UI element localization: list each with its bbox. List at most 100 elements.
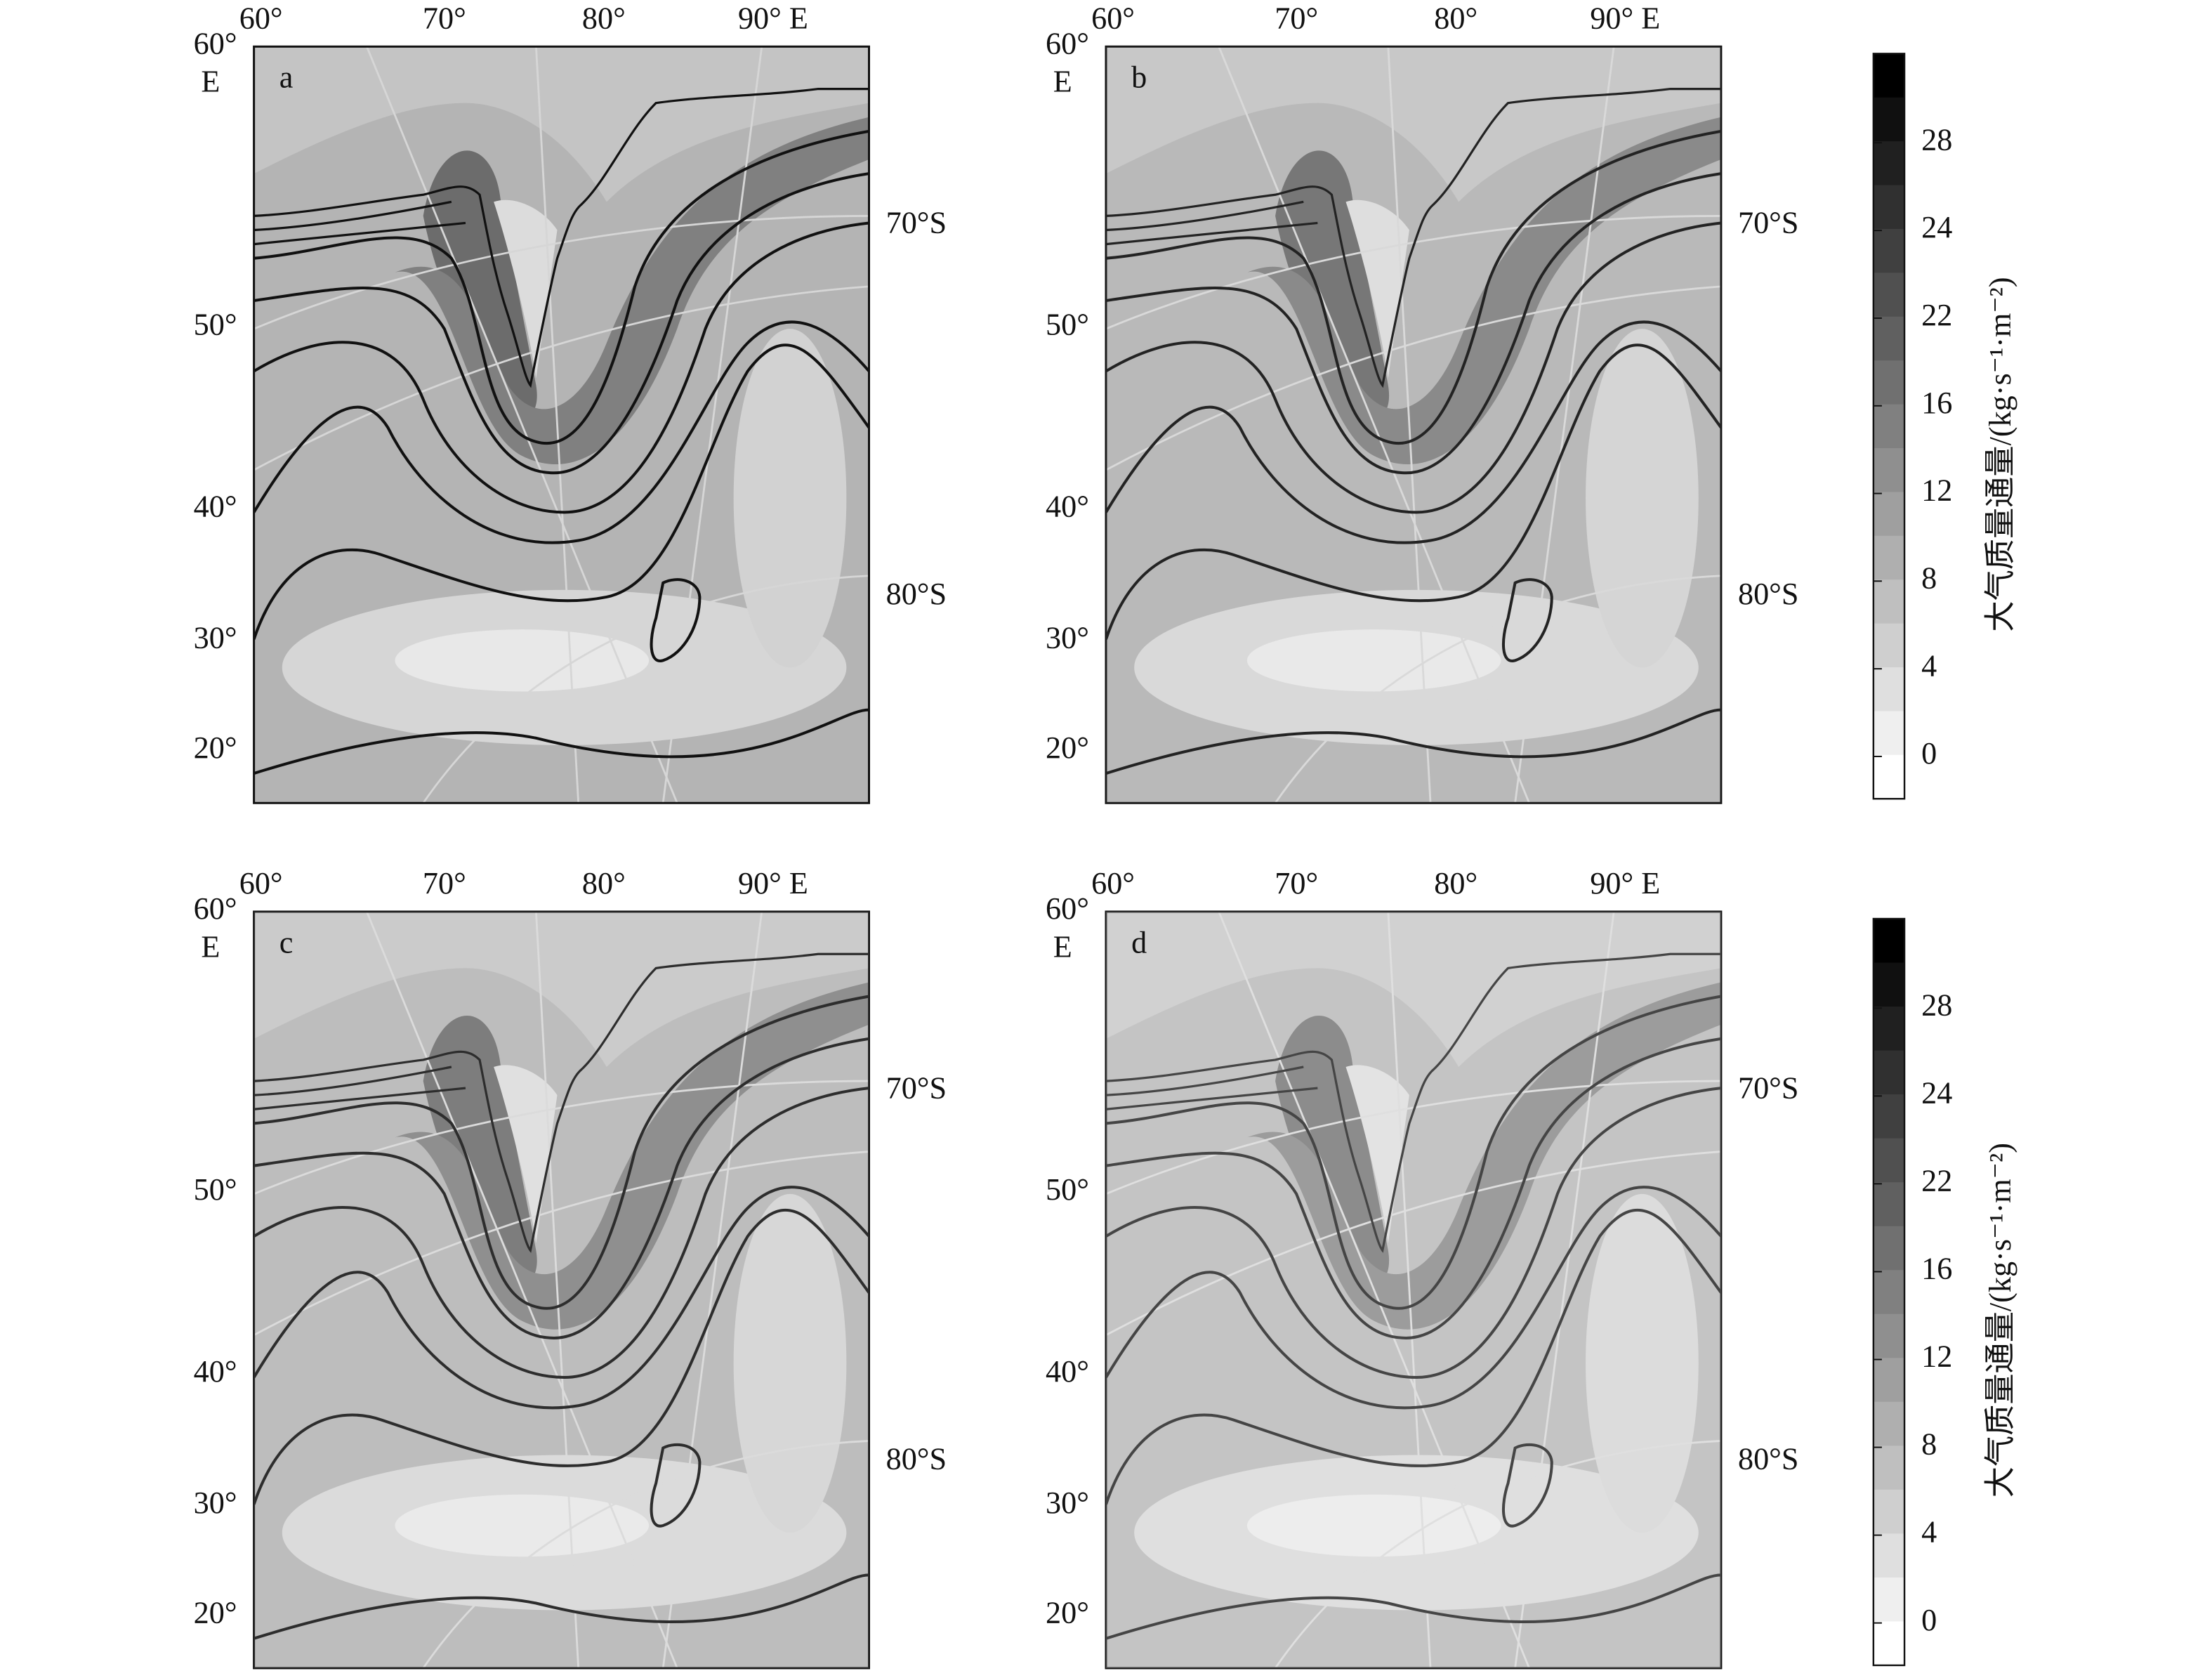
colorbar-tick-label: 22 [1921,298,1952,332]
lon-label: 80° [582,1,626,35]
lat-label: 30° [194,620,237,655]
panel-label: d [1131,925,1147,959]
lon-label: 60° [239,1,283,35]
colorbar-tick-label: 8 [1921,1427,1937,1462]
colorbar-tick-label: 28 [1921,122,1952,157]
color-band [1873,711,1905,756]
lat-label: 70°S [1738,1070,1798,1105]
lat-label: 80°S [1738,1442,1798,1476]
color-band [1873,1533,1905,1578]
colorbar-tick-label: 24 [1921,1075,1952,1110]
color-band [1873,1313,1905,1359]
color-band [1873,492,1905,537]
colorbar-title: 大气质量通量/(kg·s⁻¹·m⁻²) [1983,1143,2017,1497]
lat-label: 40° [194,1354,237,1389]
lon-label: 60° [1091,866,1135,900]
lat-label: 30° [1046,620,1089,655]
colorbar-tick-label: 16 [1921,1252,1952,1286]
colorbar: 28 24 22 16 12 8 4 0 大气质量通量/(kg·s⁻¹·m⁻²) [1872,917,2017,1667]
lat-label: 70°S [886,1070,947,1105]
lat-label: E [201,65,220,99]
colorbar-tick-label: 0 [1921,1603,1937,1637]
color-band [1873,273,1905,317]
lon-label: 90° E [738,1,808,35]
lon-label: 80° [582,866,626,900]
color-band [1873,962,1905,1008]
panel-label: c [279,925,294,959]
lat-label: 30° [194,1486,237,1520]
color-band [1873,404,1905,450]
color-band [1873,1358,1905,1403]
lon-label: 60° [1091,1,1135,35]
color-band [1873,97,1905,143]
lat-label: 20° [1046,730,1089,765]
color-band [1873,1577,1905,1623]
lat-label: 20° [194,1596,237,1630]
color-band [1873,919,1905,964]
colorbar-tick-label: 16 [1921,386,1952,420]
lon-label: 90° E [738,866,808,900]
color-band [1873,141,1905,186]
lat-label: 30° [1046,1486,1089,1520]
colorbar-tick-label: 24 [1921,210,1952,244]
colorbar-frame [1872,917,1906,1667]
lon-label: 80° [1434,1,1477,35]
panel-tint [254,911,869,1668]
panel-label: b [1131,60,1147,95]
panels: a 60° 70° 80° 90° E 60° E 50° 40° 30° 20° 70°S 80°S b… [194,1,1798,1668]
lon-label: 90° E [1590,866,1660,900]
color-band [1873,447,1905,493]
color-band [1873,185,1905,230]
lon-label: 70° [1275,1,1318,35]
colorbar-tick-label: 8 [1921,561,1937,595]
lat-label: 80°S [1738,577,1798,611]
color-band [1873,316,1905,362]
colorbar-tick-label: 28 [1921,988,1952,1022]
lon-label: 70° [423,1,466,35]
lat-label: 50° [1046,307,1089,341]
lon-label: 90° E [1590,1,1660,35]
lat-label: 50° [194,307,237,341]
lat-label: 70°S [1738,206,1798,240]
colorbar: 28 24 22 16 12 8 4 0 大气质量通量/(kg·s⁻¹·m⁻²) [1872,53,2017,800]
map-panel: b 60° 70° 80° 90° E 60° E 50° 40° 30° 20° 70°S 80°S [1046,1,1798,803]
color-band [1873,1621,1905,1666]
colorbar-tick-label: 4 [1921,648,1937,683]
panel-label: a [279,60,294,95]
colorbar-title: 大气质量通量/(kg·s⁻¹·m⁻²) [1983,277,2017,631]
lat-label: 20° [194,730,237,765]
lon-label: 70° [423,866,466,900]
map-panel: c60° 70° 80° 90° E60°E50°40°30°20°70°S80°S [194,866,947,1668]
lat-label: 40° [1046,489,1089,523]
color-band [1873,1226,1905,1271]
color-band [1873,754,1905,800]
lat-label: 40° [194,489,237,523]
color-band [1873,1489,1905,1535]
lat-label: 50° [1046,1172,1089,1207]
lat-label: 40° [1046,1354,1089,1389]
color-band [1873,1007,1905,1051]
color-band [1873,623,1905,669]
lat-label: E [1053,65,1072,99]
lat-label: 70°S [886,206,947,240]
color-band [1873,1138,1905,1184]
colorbars: 28 24 22 16 12 8 4 0 大气质量通量/(kg·s⁻¹·m⁻²) 28 24 22 16… [1872,53,2017,1667]
color-band [1873,667,1905,712]
lon-label: 80° [1434,866,1477,900]
colorbar-tick-label: 0 [1921,736,1937,771]
colorbar-tick-label: 22 [1921,1164,1952,1198]
lat-label: 50° [194,1172,237,1207]
color-band [1873,1182,1905,1227]
color-band [1873,535,1905,581]
color-band [1873,360,1905,405]
colorbar-tick-label: 12 [1921,473,1952,508]
lat-label: 60° [194,26,237,60]
panel-tint [1106,911,1721,1668]
color-band [1873,1401,1905,1447]
color-band [1873,53,1905,98]
colorbar-tick-label: 12 [1921,1339,1952,1374]
color-band [1873,1446,1905,1490]
lon-label: 70° [1275,866,1318,900]
colorbar-tick-label: 4 [1921,1515,1937,1549]
